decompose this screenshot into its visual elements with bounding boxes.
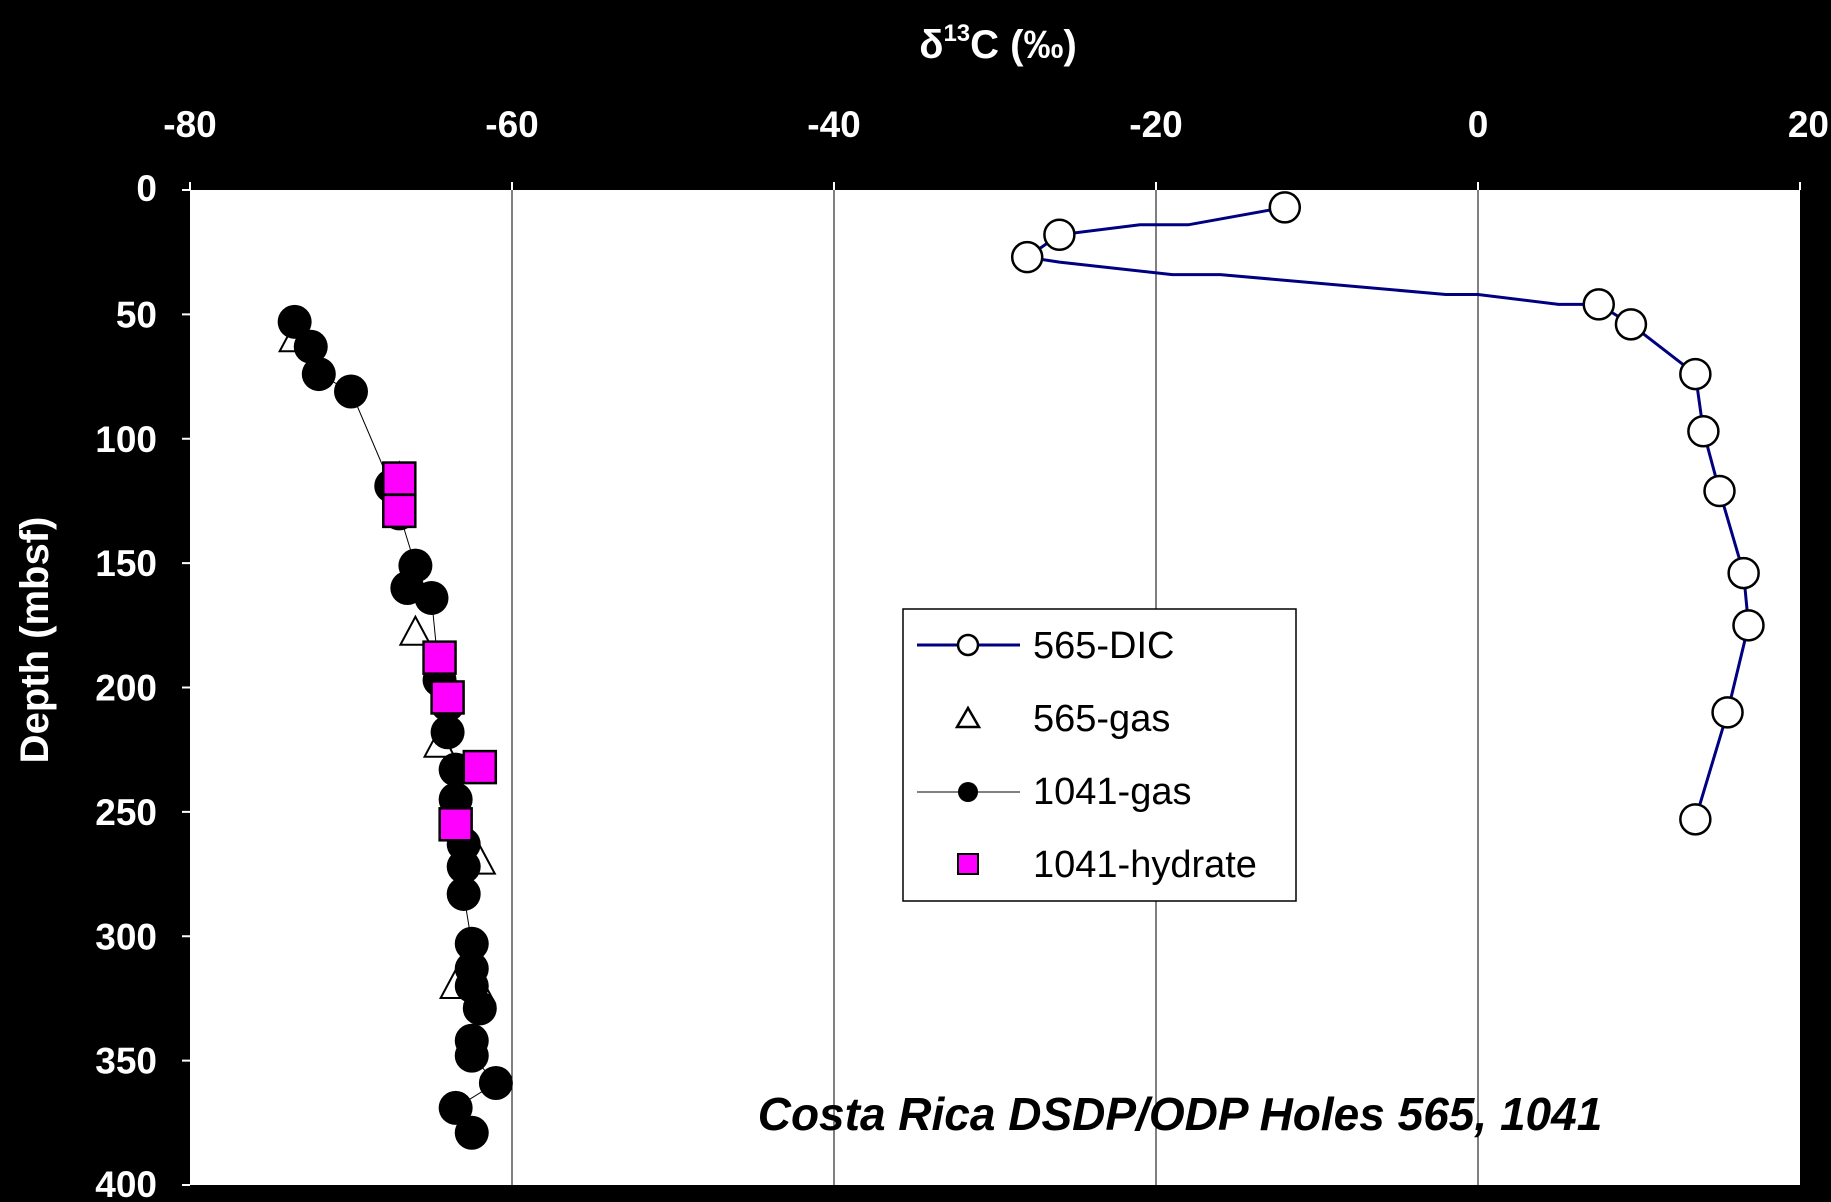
point-565-dic — [1732, 609, 1765, 642]
point-565-dic — [1614, 308, 1648, 341]
point-1041-hydrate — [422, 640, 457, 675]
legend: 565-DIC 565-gas 1041-gas 1041-hydrate — [902, 608, 1297, 902]
point-1041-gas — [277, 304, 312, 339]
point-565-dic — [1582, 288, 1615, 321]
point-1041-hydrate — [382, 461, 417, 496]
point-1041-gas — [301, 357, 336, 392]
legend-marker-565-gas — [954, 705, 982, 729]
legend-marker-1041-hydrate — [957, 853, 979, 875]
point-1041-hydrate — [382, 493, 417, 529]
x-tick-label: 0 — [1468, 104, 1489, 145]
chart-annotation: Costa Rica DSDP/ODP Holes 565, 1041 — [758, 1088, 1603, 1140]
y-tick-label: 100 — [95, 419, 157, 460]
x-axis-ticks: -80 -60 -40 -20 0 20 — [163, 104, 1829, 190]
point-1041-gas — [462, 991, 497, 1026]
point-1041-hydrate — [462, 749, 498, 785]
y-axis-title: Depth (mbsf) — [13, 517, 57, 764]
legend-box — [902, 608, 1297, 902]
legend-marker-565-dic — [956, 633, 980, 657]
y-tick-label: 400 — [95, 1164, 157, 1202]
point-565-dic — [1727, 556, 1760, 590]
y-tick-label: 50 — [116, 294, 157, 335]
y-tick-label: 0 — [136, 168, 157, 209]
y-tick-label: 350 — [95, 1041, 157, 1082]
point-565-dic — [1687, 415, 1720, 448]
y-tick-label: 150 — [95, 543, 157, 584]
series-layer — [277, 191, 1765, 1150]
point-1041-gas — [414, 580, 449, 615]
y-tick-label: 300 — [95, 916, 157, 957]
x-tick-label: -20 — [1129, 104, 1182, 145]
point-565-dic — [1711, 696, 1744, 729]
point-1041-hydrate — [430, 680, 465, 715]
x-tick-label: -40 — [807, 104, 860, 145]
y-tick-label: 250 — [95, 792, 157, 833]
legend-marker-1041-gas — [958, 782, 978, 802]
point-1041-gas — [454, 1115, 489, 1150]
legend-label-1041-hydrate: 1041-hydrate — [1033, 844, 1257, 886]
point-565-dic — [1679, 803, 1712, 836]
point-1041-gas — [446, 876, 481, 911]
point-1041-gas — [293, 329, 328, 364]
point-1041-gas — [438, 1090, 473, 1125]
point-565-dic — [1010, 240, 1044, 274]
x-axis-title: δ13C (‰) — [919, 20, 1077, 67]
x-tick-label: -60 — [485, 104, 538, 145]
point-1041-gas — [454, 1038, 489, 1073]
point-1041-gas — [454, 926, 489, 961]
point-1041-hydrate — [438, 807, 473, 842]
legend-label-565-gas: 565-gas — [1033, 698, 1170, 740]
point-565-dic — [1043, 218, 1076, 252]
point-1041-gas — [334, 374, 368, 409]
point-565-dic — [1679, 357, 1712, 391]
point-565-gas — [398, 614, 433, 646]
legend-label-1041-gas: 1041-gas — [1033, 771, 1191, 813]
x-tick-label: 20 — [1788, 104, 1829, 145]
x-tick-label: -80 — [163, 104, 216, 145]
legend-label-565-dic: 565-DIC — [1033, 625, 1175, 667]
point-1041-gas — [446, 849, 481, 884]
y-tick-label: 200 — [95, 668, 157, 709]
y-axis-ticks: 0 50 100 150 200 250 300 350 400 — [95, 168, 190, 1202]
point-565-dic — [1268, 191, 1302, 224]
point-1041-gas — [478, 1066, 513, 1101]
point-1041-gas — [430, 715, 465, 750]
point-565-dic — [1703, 474, 1736, 508]
